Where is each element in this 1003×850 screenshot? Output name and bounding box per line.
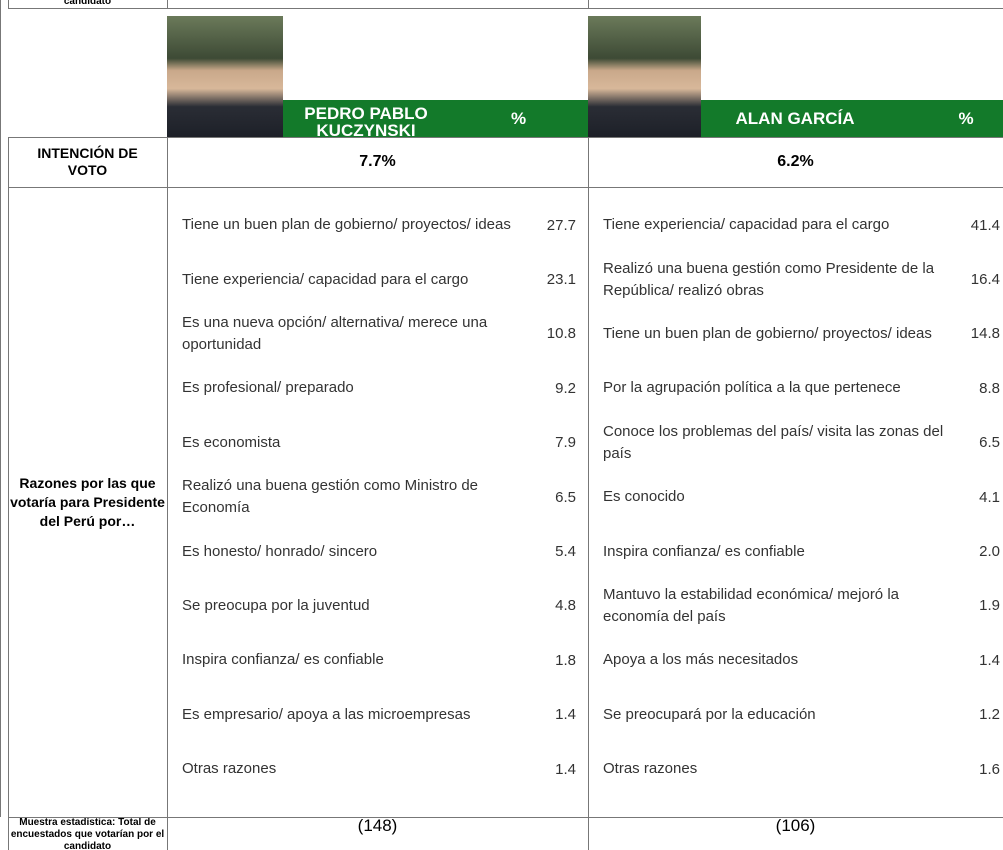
reason-value: 2.0 (943, 524, 1000, 578)
reason-value: 7.9 (518, 416, 576, 470)
reason-value: 1.9 (943, 579, 1000, 633)
reason-text: Es economista (182, 416, 527, 470)
reason-value: 4.1 (943, 470, 1000, 524)
reason-value: 1.6 (943, 742, 1000, 796)
reason-text: Conoce los problemas del país/ visita la… (603, 416, 958, 470)
reason-value: 27.7 (518, 198, 576, 252)
row-label: Muestra estadística: Total de encuestado… (8, 817, 167, 850)
reason-text: Tiene un buen plan de gobierno/ proyecto… (603, 307, 958, 361)
reason-text: Realizó una buena gestión como President… (603, 252, 958, 306)
reason-value: 6.5 (518, 470, 576, 524)
reason-text: Se preocupará por la educación (603, 688, 958, 742)
intention-value: 7.7% (167, 137, 588, 187)
reason-value: 10.8 (518, 307, 576, 361)
reason-value: 23.1 (518, 252, 576, 306)
candidate-name: PEDRO PABLO KUCZYNSKI (283, 100, 449, 137)
row-label: Razones por las que votaría para Preside… (8, 187, 167, 817)
reason-value: 1.4 (518, 742, 576, 796)
border (0, 0, 1, 817)
border (8, 187, 1003, 188)
border (8, 0, 9, 9)
border (8, 817, 1003, 818)
candidate-photo (167, 16, 283, 137)
reason-value: 8.8 (943, 361, 1000, 415)
border (588, 0, 589, 9)
reason-value: 1.4 (943, 633, 1000, 687)
row-label: INTENCIÓN DE VOTO (8, 137, 167, 187)
page: candidatoPEDRO PABLO KUCZYNSKI%7.7%(148)… (0, 0, 1003, 850)
reason-text: Mantuvo la estabilidad económica/ mejoró… (603, 579, 958, 633)
reason-value: 14.8 (943, 307, 1000, 361)
reason-text: Se preocupa por la juventud (182, 579, 527, 633)
reason-text: Otras razones (182, 742, 527, 796)
reason-text: Es empresario/ apoya a las microempresas (182, 688, 527, 742)
reason-text: Apoya a los más necesitados (603, 633, 958, 687)
reason-value: 16.4 (943, 252, 1000, 306)
border (167, 137, 168, 850)
reason-value: 4.8 (518, 579, 576, 633)
border (8, 137, 1003, 138)
intention-value: 6.2% (588, 137, 1003, 187)
reason-text: Tiene experiencia/ capacidad para el car… (182, 252, 527, 306)
reason-value: 1.8 (518, 633, 576, 687)
border (8, 8, 1003, 9)
reason-text: Es una nueva opción/ alternativa/ merece… (182, 307, 527, 361)
pct-header: % (449, 100, 588, 137)
candidate-photo (588, 16, 701, 137)
reason-value: 1.2 (943, 688, 1000, 742)
row-label: candidato (8, 0, 167, 8)
border (167, 0, 168, 9)
reason-text: Inspira confianza/ es confiable (603, 524, 958, 578)
border (588, 137, 589, 850)
reason-value: 6.5 (943, 416, 1000, 470)
reason-text: Es profesional/ preparado (182, 361, 527, 415)
reason-text: Realizó una buena gestión como Ministro … (182, 470, 527, 524)
reason-text: Otras razones (603, 742, 958, 796)
pct-header: % (889, 100, 1003, 137)
reason-text: Tiene un buen plan de gobierno/ proyecto… (182, 198, 527, 252)
reason-text: Es conocido (603, 470, 958, 524)
reason-value: 1.4 (518, 688, 576, 742)
reason-text: Inspira confianza/ es confiable (182, 633, 527, 687)
reason-value: 41.4 (943, 198, 1000, 252)
candidate-name: ALAN GARCÍA (701, 100, 889, 137)
reason-value: 9.2 (518, 361, 576, 415)
border (8, 137, 9, 850)
reason-text: Por la agrupación política a la que pert… (603, 361, 958, 415)
reason-text: Es honesto/ honrado/ sincero (182, 524, 527, 578)
reason-value: 5.4 (518, 524, 576, 578)
reason-text: Tiene experiencia/ capacidad para el car… (603, 198, 958, 252)
